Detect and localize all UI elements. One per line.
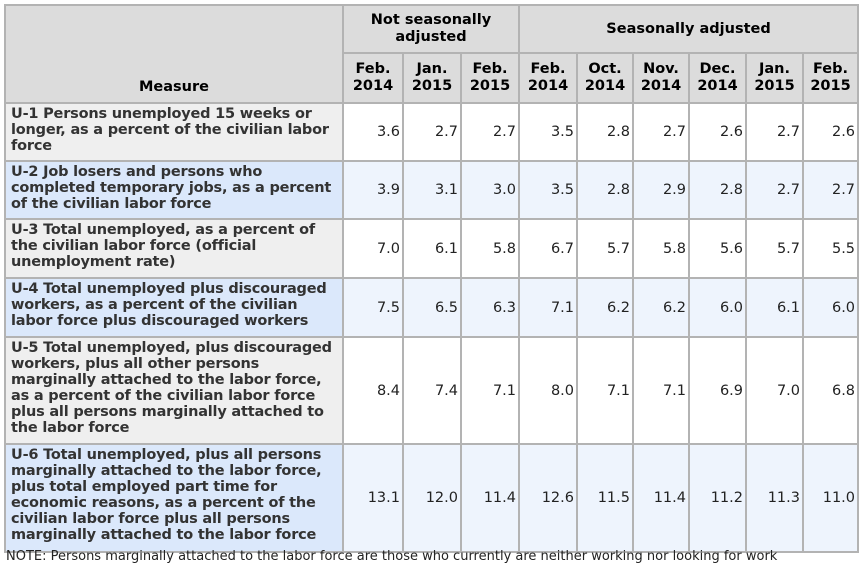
header-not-seasonally-adjusted: Not seasonally adjusted <box>342 4 520 54</box>
value-cell: 12.6 <box>518 443 578 553</box>
table-row: U-5 Total unemployed, plus discouraged w… <box>4 336 860 445</box>
column-header: Feb. 2014 <box>342 52 404 104</box>
value-cell: 13.1 <box>342 443 404 553</box>
value-cell: 7.5 <box>342 277 404 338</box>
value-cell: 7.4 <box>402 336 462 445</box>
value-cell: 12.0 <box>402 443 462 553</box>
table-row: U-3 Total unemployed, as a percent of th… <box>4 218 860 279</box>
value-cell: 7.1 <box>518 277 578 338</box>
column-year: 2014 <box>584 78 626 94</box>
value-cell: 3.9 <box>342 160 404 220</box>
value-cell: 5.8 <box>632 218 690 279</box>
value-cell: 3.5 <box>518 160 578 220</box>
value-cell: 11.0 <box>801 443 860 553</box>
value-cell: 11.3 <box>745 443 804 553</box>
column-year: 2015 <box>754 78 795 94</box>
value-cell: 7.0 <box>342 218 404 279</box>
column-month: Feb. <box>472 61 508 77</box>
column-month: Feb. <box>530 61 566 77</box>
measure-label: U-3 Total unemployed, as a percent of th… <box>4 218 344 279</box>
measure-label: U-4 Total unemployed plus discouraged wo… <box>4 277 344 338</box>
value-cell: 6.2 <box>576 277 634 338</box>
value-cell: 3.1 <box>402 160 462 220</box>
column-month: Jan. <box>416 61 448 77</box>
value-cell: 6.0 <box>688 277 747 338</box>
value-cell: 2.8 <box>688 160 747 220</box>
column-month: Oct. <box>588 61 622 77</box>
value-cell: 6.8 <box>801 336 860 445</box>
column-header: Feb. 2015 <box>460 52 520 104</box>
measure-label: U-5 Total unemployed, plus discouraged w… <box>4 336 344 445</box>
measure-label: U-6 Total unemployed, plus all persons m… <box>4 443 344 553</box>
column-header: Jan. 2015 <box>402 52 462 104</box>
value-cell: 2.7 <box>632 102 690 162</box>
column-month: Jan. <box>758 61 790 77</box>
column-year: 2015 <box>411 78 453 94</box>
value-cell: 2.7 <box>402 102 462 162</box>
table-row: U-2 Job losers and persons who completed… <box>4 160 860 220</box>
value-cell: 6.5 <box>402 277 462 338</box>
value-cell: 7.1 <box>576 336 634 445</box>
value-cell: 5.7 <box>576 218 634 279</box>
measure-label: U-1 Persons unemployed 15 weeks or longe… <box>4 102 344 162</box>
value-cell: 5.8 <box>460 218 520 279</box>
value-cell: 8.0 <box>518 336 578 445</box>
column-year: 2015 <box>810 78 851 94</box>
value-cell: 7.0 <box>745 336 804 445</box>
measure-label: U-2 Job losers and persons who completed… <box>4 160 344 220</box>
unemployment-measures-table: Measure Not seasonally adjusted Seasonal… <box>4 4 860 553</box>
value-cell: 6.2 <box>632 277 690 338</box>
column-header: Oct. 2014 <box>576 52 634 104</box>
value-cell: 8.4 <box>342 336 404 445</box>
value-cell: 3.6 <box>342 102 404 162</box>
value-cell: 3.5 <box>518 102 578 162</box>
value-cell: 5.5 <box>801 218 860 279</box>
column-month: Dec. <box>699 61 736 77</box>
value-cell: 7.1 <box>460 336 520 445</box>
value-cell: 11.2 <box>688 443 747 553</box>
column-year: 2014 <box>640 78 682 94</box>
value-cell: 2.6 <box>801 102 860 162</box>
value-cell: 3.0 <box>460 160 520 220</box>
value-cell: 6.9 <box>688 336 747 445</box>
value-cell: 7.1 <box>632 336 690 445</box>
value-cell: 2.6 <box>688 102 747 162</box>
value-cell: 2.7 <box>745 102 804 162</box>
value-cell: 2.7 <box>745 160 804 220</box>
value-cell: 2.8 <box>576 160 634 220</box>
value-cell: 6.0 <box>801 277 860 338</box>
header-seasonally-adjusted: Seasonally adjusted <box>517 4 860 54</box>
value-cell: 11.4 <box>632 443 690 553</box>
column-year: 2015 <box>469 78 511 94</box>
value-cell: 2.7 <box>460 102 520 162</box>
table-row: U-6 Total unemployed, plus all persons m… <box>4 443 860 553</box>
column-header: Nov. 2014 <box>632 52 690 104</box>
column-month: Feb. <box>812 61 849 77</box>
column-year: 2014 <box>697 78 738 94</box>
column-year: 2014 <box>527 78 569 94</box>
header-measure: Measure <box>4 4 344 104</box>
column-header: Feb. 2014 <box>518 52 578 104</box>
table-row: U-1 Persons unemployed 15 weeks or longe… <box>4 102 860 162</box>
value-cell: 2.9 <box>632 160 690 220</box>
column-month: Nov. <box>643 61 679 77</box>
table-note: NOTE: Persons marginally attached to the… <box>6 549 778 564</box>
value-cell: 6.7 <box>518 218 578 279</box>
column-header: Dec. 2014 <box>688 52 747 104</box>
value-cell: 11.5 <box>576 443 634 553</box>
column-header: Feb. 2015 <box>801 52 860 104</box>
value-cell: 2.8 <box>576 102 634 162</box>
column-header: Jan. 2015 <box>745 52 804 104</box>
column-month: Feb. <box>355 61 391 77</box>
value-cell: 6.1 <box>402 218 462 279</box>
value-cell: 2.7 <box>801 160 860 220</box>
value-cell: 5.6 <box>688 218 747 279</box>
table-row: U-4 Total unemployed plus discouraged wo… <box>4 277 860 338</box>
column-year: 2014 <box>352 78 394 94</box>
value-cell: 11.4 <box>460 443 520 553</box>
value-cell: 6.3 <box>460 277 520 338</box>
value-cell: 6.1 <box>745 277 804 338</box>
value-cell: 5.7 <box>745 218 804 279</box>
